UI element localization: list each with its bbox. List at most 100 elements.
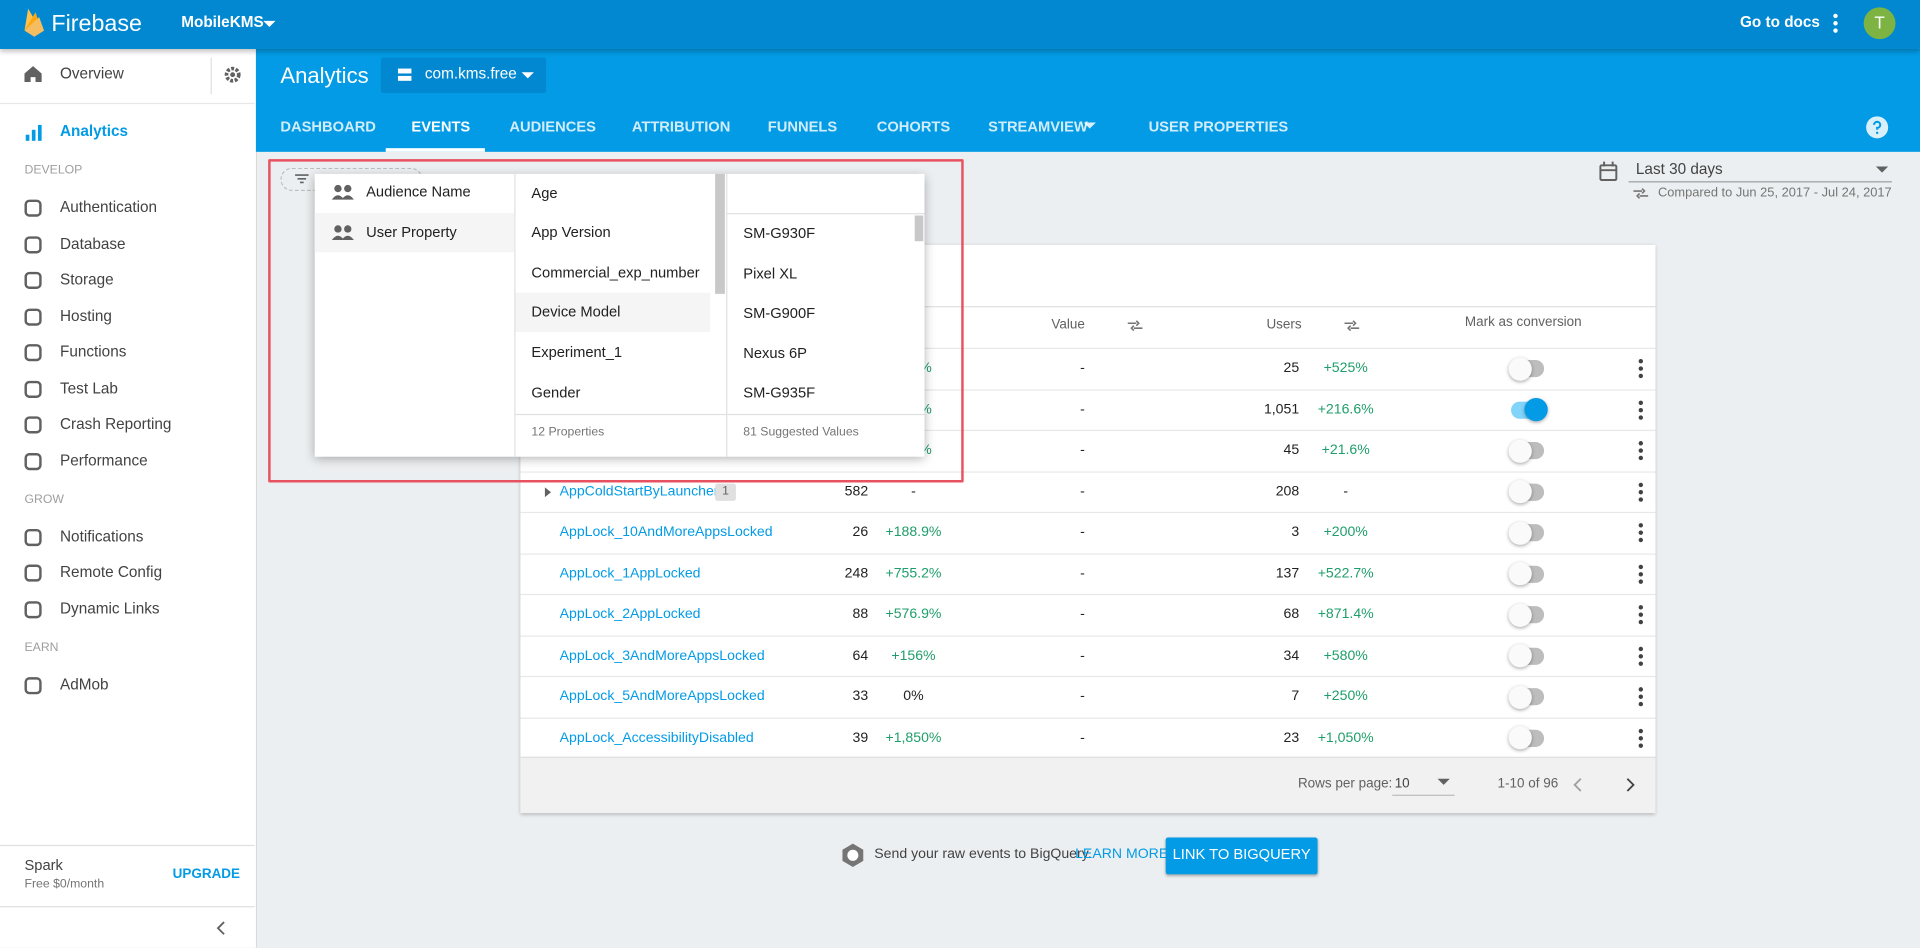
row-divider bbox=[520, 347, 1656, 349]
toggle-knob[interactable] bbox=[1508, 603, 1532, 627]
more-menu[interactable] bbox=[1638, 441, 1644, 461]
event-name[interactable]: AppLock_AccessibilityDisabled bbox=[559, 730, 754, 745]
nav-item[interactable]: Functions bbox=[60, 343, 127, 361]
filter-type[interactable]: User Property bbox=[366, 222, 457, 240]
date-range-select[interactable]: Last 30 days bbox=[1635, 160, 1723, 178]
event-name[interactable]: AppLock_5AndMoreAppsLocked bbox=[559, 689, 765, 704]
toggle-knob[interactable] bbox=[1508, 480, 1532, 504]
divider bbox=[0, 102, 255, 105]
count-change: % bbox=[919, 360, 932, 376]
event-name[interactable]: AppLock_2AppLocked bbox=[559, 607, 701, 622]
compare-icon bbox=[1344, 320, 1360, 332]
next-page[interactable] bbox=[1626, 778, 1635, 792]
property-option[interactable]: Age bbox=[531, 183, 558, 201]
learn-more-link[interactable]: LEARN MORE bbox=[1075, 847, 1169, 862]
nav-section-heading: DEVELOP bbox=[24, 163, 83, 178]
more-menu[interactable] bbox=[1638, 523, 1644, 543]
nav-item[interactable]: AdMob bbox=[60, 675, 109, 693]
toggle-knob[interactable] bbox=[1508, 438, 1532, 463]
toggle-knob[interactable] bbox=[1508, 521, 1532, 545]
more-menu[interactable] bbox=[1833, 13, 1838, 33]
users-change: +200% bbox=[1323, 525, 1368, 540]
users-change: +21.6% bbox=[1321, 443, 1370, 458]
divider bbox=[0, 906, 255, 908]
tab[interactable]: ATTRIBUTION bbox=[631, 118, 731, 136]
tab[interactable]: COHORTS bbox=[876, 118, 951, 136]
upgrade-link[interactable]: UPGRADE bbox=[172, 867, 241, 882]
nav-icon bbox=[24, 344, 42, 362]
nav-item[interactable]: Authentication bbox=[60, 198, 158, 216]
nav-item[interactable]: Hosting bbox=[60, 306, 112, 325]
user-count: 3 bbox=[1291, 525, 1300, 540]
nav-overview[interactable]: Overview bbox=[60, 65, 124, 83]
event-name[interactable]: AppColdStartByLauncher bbox=[559, 484, 719, 499]
prev-page[interactable] bbox=[1573, 778, 1582, 792]
page-range: 1-10 of 96 bbox=[1497, 776, 1559, 792]
event-value: - bbox=[1080, 484, 1085, 499]
nav-item[interactable]: Database bbox=[60, 234, 126, 252]
toggle-knob[interactable] bbox=[1508, 356, 1532, 381]
nav-item[interactable]: Notifications bbox=[60, 527, 144, 545]
column-header: Mark as conversion bbox=[1464, 314, 1582, 330]
user-count: 7 bbox=[1291, 689, 1300, 704]
docs-link[interactable]: Go to docs bbox=[1740, 13, 1820, 31]
compare-icon bbox=[1633, 188, 1649, 199]
column-header: Users bbox=[1266, 317, 1302, 332]
tab[interactable]: FUNNELS bbox=[767, 118, 838, 136]
value-option[interactable]: SM-G930F bbox=[743, 224, 816, 242]
nav-item[interactable]: Test Lab bbox=[60, 379, 118, 397]
nav-item[interactable]: Storage bbox=[60, 270, 114, 288]
expand-arrow[interactable] bbox=[544, 486, 552, 497]
tab[interactable]: STREAMVIEW bbox=[988, 118, 1088, 136]
toggle-knob[interactable] bbox=[1524, 397, 1548, 422]
tab[interactable]: USER PROPERTIES bbox=[1148, 118, 1289, 136]
nav-item[interactable]: Dynamic Links bbox=[60, 599, 160, 617]
divider bbox=[0, 844, 255, 847]
event-name[interactable]: AppLock_1AppLocked bbox=[559, 566, 701, 581]
property-option[interactable]: App Version bbox=[531, 223, 611, 241]
filter-icon bbox=[295, 174, 309, 184]
row-divider bbox=[520, 511, 1656, 514]
bigquery-button[interactable] bbox=[1165, 837, 1318, 875]
more-menu[interactable] bbox=[1638, 564, 1644, 584]
bigquery-button-label[interactable]: LINK TO BIGQUERY bbox=[1172, 845, 1311, 863]
nav-item[interactable]: Performance bbox=[60, 451, 148, 469]
event-name[interactable]: AppLock_3AndMoreAppsLocked bbox=[559, 648, 765, 663]
user-count: 208 bbox=[1275, 484, 1300, 499]
row-divider bbox=[520, 429, 1656, 432]
tab[interactable]: DASHBOARD bbox=[280, 118, 376, 136]
event-value: - bbox=[1080, 689, 1085, 704]
toggle-knob[interactable] bbox=[1508, 644, 1532, 668]
rows-per-page-select[interactable]: 10 bbox=[1394, 776, 1410, 792]
nav-item[interactable]: Remote Config bbox=[60, 563, 163, 581]
more-menu[interactable] bbox=[1638, 400, 1644, 420]
avatar[interactable] bbox=[1863, 7, 1896, 40]
toggle-knob[interactable] bbox=[1508, 726, 1532, 750]
divider bbox=[727, 213, 925, 215]
tab[interactable]: EVENTS bbox=[411, 118, 471, 136]
toggle-knob[interactable] bbox=[1508, 685, 1532, 709]
more-menu[interactable] bbox=[1638, 482, 1644, 502]
event-name[interactable]: AppLock_10AndMoreAppsLocked bbox=[559, 525, 773, 540]
nav-icon bbox=[24, 235, 42, 253]
home-icon bbox=[24, 66, 42, 83]
row-divider bbox=[520, 306, 1656, 308]
help-icon[interactable] bbox=[1866, 116, 1889, 139]
more-menu[interactable] bbox=[1638, 646, 1644, 666]
rows-per-page-label: Rows per page: bbox=[1297, 776, 1393, 792]
nav-item[interactable]: Crash Reporting bbox=[60, 415, 172, 433]
project-selector[interactable]: MobileKMS bbox=[181, 13, 264, 31]
toggle-knob[interactable] bbox=[1508, 562, 1532, 586]
nav-analytics[interactable]: Analytics bbox=[60, 122, 129, 140]
more-menu[interactable] bbox=[1638, 728, 1644, 748]
more-menu[interactable] bbox=[1638, 359, 1644, 379]
tab[interactable]: AUDIENCES bbox=[509, 118, 596, 136]
more-menu[interactable] bbox=[1638, 605, 1644, 625]
settings-icon[interactable] bbox=[224, 66, 241, 83]
more-menu[interactable] bbox=[1638, 687, 1644, 707]
collapse-button[interactable] bbox=[216, 921, 226, 935]
app-selector[interactable] bbox=[380, 57, 547, 94]
users-change: +580% bbox=[1323, 648, 1368, 663]
